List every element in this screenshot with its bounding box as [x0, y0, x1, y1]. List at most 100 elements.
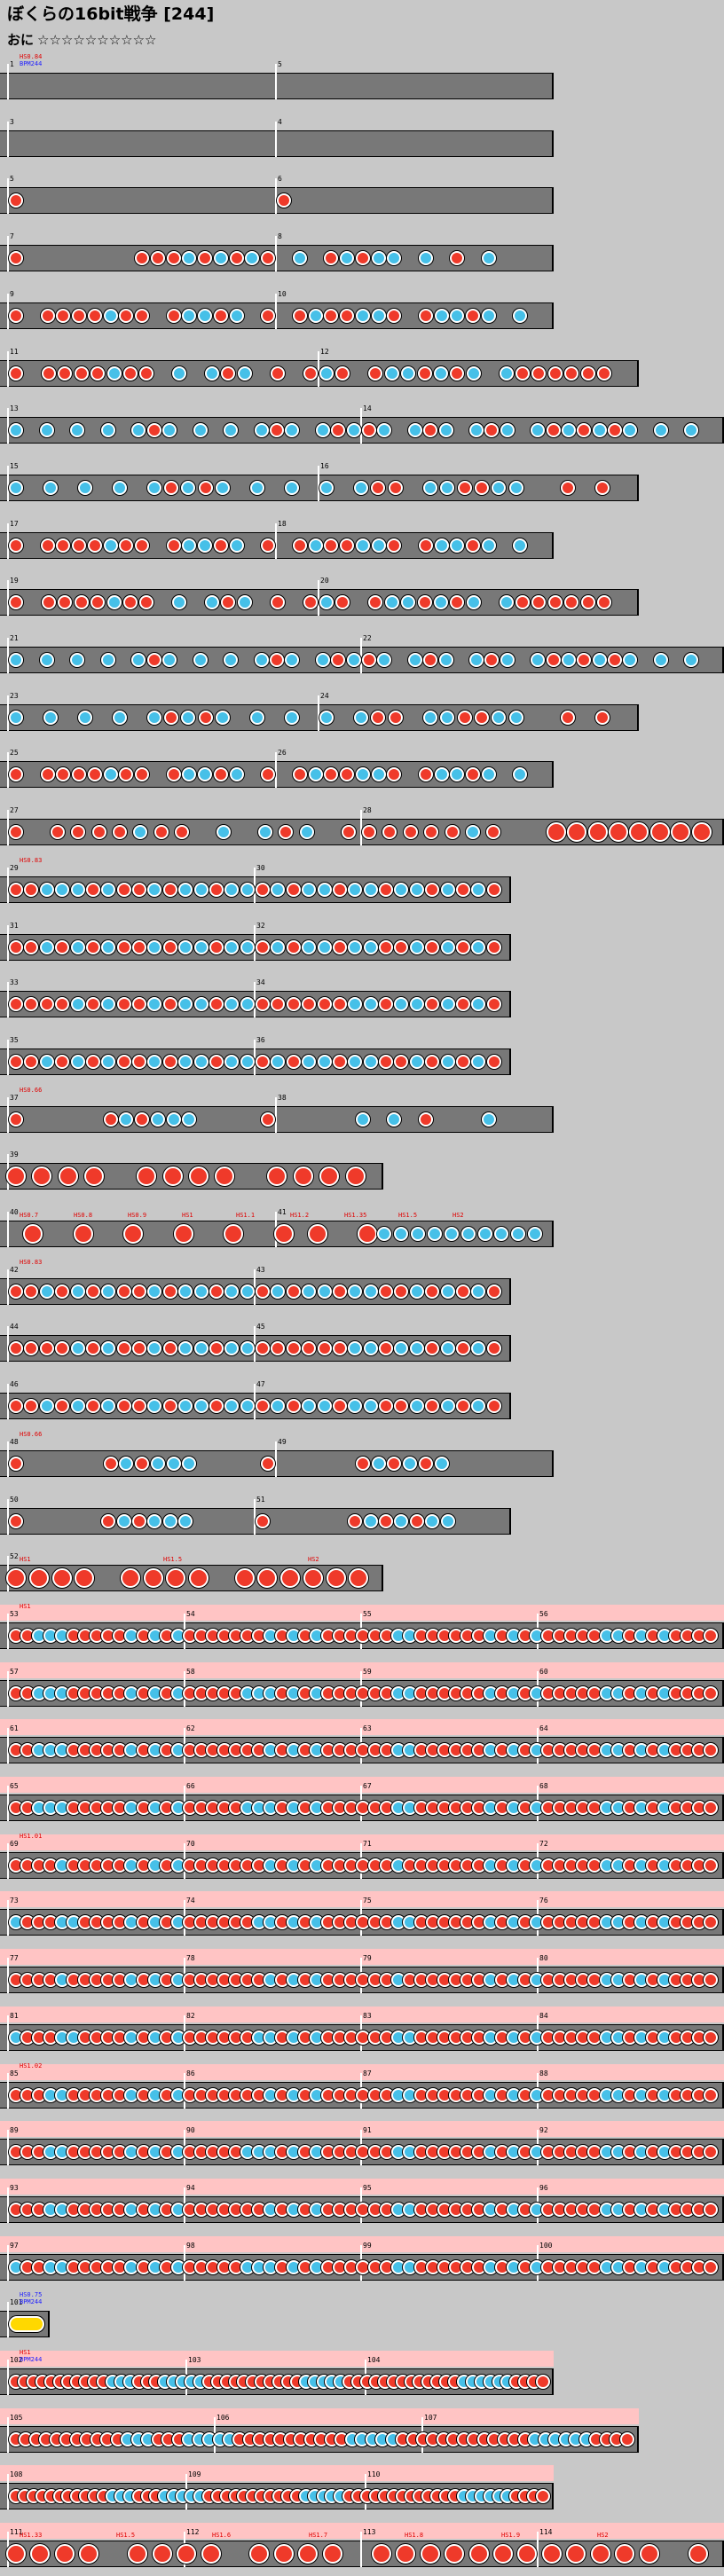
bar-line — [7, 1499, 9, 1535]
don-note — [56, 538, 70, 553]
bar-line — [7, 580, 9, 616]
don-note — [318, 997, 332, 1011]
don-note — [419, 1457, 433, 1471]
ka-note — [377, 423, 391, 437]
chart-row: 89 90 91 92 — [0, 2117, 724, 2174]
difficulty-stars: ☆☆☆☆☆☆☆☆☆☆ — [37, 32, 157, 48]
big-don-note — [319, 1166, 339, 1186]
don-note — [117, 883, 131, 897]
ka-note — [423, 711, 437, 725]
measure-number: 68 — [539, 1782, 548, 1790]
ka-note — [435, 538, 449, 553]
big-don-note — [23, 1224, 43, 1244]
gogo-time-band — [0, 1949, 724, 1965]
measure-number: 5 — [278, 60, 282, 68]
don-note — [221, 366, 235, 381]
note-lane — [0, 1106, 554, 1133]
measure-number: 110 — [367, 2470, 381, 2478]
big-don-note — [215, 1166, 234, 1186]
big-don-note — [346, 1166, 366, 1186]
don-note — [256, 997, 270, 1011]
big-don-note — [144, 1568, 163, 1588]
bar-line — [254, 982, 256, 1017]
don-note — [577, 423, 591, 437]
big-don-note — [257, 1568, 277, 1588]
ka-note — [441, 1399, 455, 1413]
don-note — [456, 1284, 470, 1299]
don-note — [487, 1055, 501, 1069]
bar-line — [7, 1384, 9, 1419]
measure-number: 55 — [363, 1610, 372, 1618]
ka-note — [440, 711, 454, 725]
measure-number: 15 — [10, 462, 19, 470]
lane-end — [637, 2426, 639, 2453]
ka-note — [410, 1055, 424, 1069]
gogo-time-band — [0, 2064, 724, 2080]
don-note — [466, 767, 480, 781]
lane-end — [509, 1335, 511, 1362]
bar-line — [275, 294, 277, 329]
don-note — [117, 1055, 131, 1069]
measure-number: 5 — [10, 175, 14, 183]
measure-number: 1 — [10, 60, 14, 68]
don-note — [379, 940, 393, 954]
don-note — [55, 1341, 69, 1355]
don-note — [456, 883, 470, 897]
lane-end — [509, 934, 511, 961]
big-don-note — [445, 2544, 464, 2564]
scroll-event-label: HS1.9 — [501, 2532, 521, 2539]
don-note — [256, 940, 270, 954]
don-note — [221, 595, 235, 609]
ka-note — [441, 1514, 455, 1528]
don-note — [163, 883, 177, 897]
don-note — [230, 251, 244, 265]
ka-note — [348, 1341, 362, 1355]
bar-line — [7, 982, 9, 1017]
don-note — [24, 883, 38, 897]
ka-note — [147, 1341, 161, 1355]
ka-note — [500, 653, 515, 667]
lane-end — [722, 819, 724, 845]
ka-note — [182, 1457, 196, 1471]
don-note — [86, 1284, 100, 1299]
don-note — [335, 595, 350, 609]
ka-note — [133, 825, 147, 839]
don-note — [362, 825, 376, 839]
ka-note — [684, 653, 698, 667]
ka-note — [119, 1457, 133, 1471]
ka-note — [271, 1284, 285, 1299]
ka-note — [43, 711, 58, 725]
ka-note — [240, 940, 255, 954]
big-don-note — [692, 822, 712, 842]
chart-row: 35 36 — [0, 1027, 511, 1084]
gogo-time-band — [0, 1719, 724, 1735]
ka-note — [71, 883, 85, 897]
measure-number: 29 — [10, 864, 19, 872]
scroll-event-label: HS1.7 — [309, 2532, 328, 2539]
don-note — [704, 1801, 718, 1815]
measure-number: 108 — [10, 2470, 23, 2478]
gogo-time-band — [0, 2121, 724, 2137]
don-note — [608, 423, 622, 437]
measure-number: 91 — [363, 2126, 372, 2134]
don-note — [135, 1457, 149, 1471]
chart-row: 93 94 95 96 — [0, 2175, 724, 2232]
ka-note — [492, 481, 506, 495]
lane-end — [722, 1795, 724, 1821]
big-don-note — [29, 1568, 49, 1588]
measure-number: 37 — [10, 1094, 19, 1102]
measure-number: 57 — [10, 1668, 19, 1676]
measure-number: 66 — [186, 1782, 195, 1790]
measure-number: 50 — [10, 1496, 19, 1504]
ka-note — [9, 423, 23, 437]
lane-end — [509, 991, 511, 1017]
measure-number: 47 — [256, 1380, 265, 1388]
bar-line — [7, 1040, 9, 1075]
don-note — [9, 1112, 23, 1127]
don-note — [548, 595, 563, 609]
ka-note — [178, 1284, 193, 1299]
measure-number: 53 — [10, 1610, 19, 1618]
scroll-event-label: HS1.5 — [163, 1556, 183, 1563]
don-note — [287, 997, 301, 1011]
